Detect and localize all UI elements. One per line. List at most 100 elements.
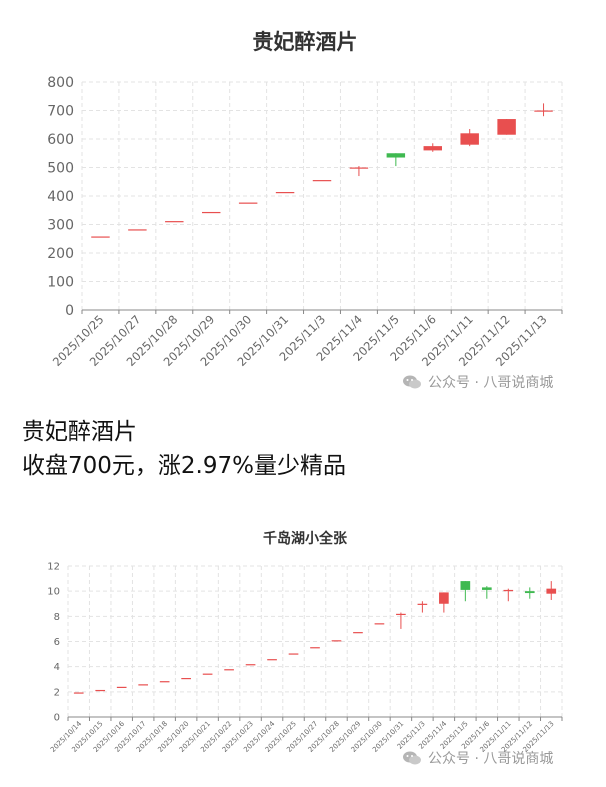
y-tick-label: 800 [47,75,74,91]
candle-body [91,236,110,238]
chart-title: 千岛湖小全张 [263,530,348,547]
candle [481,586,492,599]
candle [95,689,106,692]
candle [238,202,258,204]
candle-body [128,229,147,231]
candle-body [386,153,406,158]
chart-panel-2: 千岛湖小全张 0 2 4 6 8 10 12 2025/10/14 2025/10/15 2025/… [0,510,606,787]
candle [224,669,234,671]
candle [138,684,149,686]
candle-body [288,653,299,655]
candle-body [439,592,449,604]
y-tick-label: 200 [47,246,74,262]
candle [503,588,514,602]
candle-body [245,664,256,666]
candle [91,236,110,238]
candle [202,673,213,675]
chart-title: 贵妃醉酒片 [253,30,358,54]
candle [386,153,406,167]
y-tick-label: 300 [47,217,74,233]
y-tick-label: 100 [47,274,74,290]
y-tick-label: 10 [47,587,60,598]
candle [417,601,428,613]
candlestick-chart-2: 千岛湖小全张0246810122025/10/142025/10/152025/… [47,530,563,754]
y-tick-label: 500 [47,160,74,176]
candle [534,103,553,117]
candle [353,632,363,634]
candle-body [481,587,492,590]
y-tick-label: 0 [65,303,74,319]
candle-body [275,192,295,194]
y-tick-label: 700 [47,103,74,119]
candle [288,653,299,655]
candle [267,659,277,661]
candle-body [546,588,557,594]
y-tick-label: 400 [47,189,74,205]
watermark-2: 公众号 · 八哥说商城 [402,748,553,768]
candle-body [310,647,320,649]
candle-body [202,211,221,214]
candle-body [73,692,84,694]
candle [310,647,320,649]
candle-body [159,681,170,683]
y-tick-label: 6 [54,637,60,648]
y-tick-label: 8 [54,612,60,623]
candle [460,129,479,147]
candle-body [374,623,385,625]
watermark-text: 公众号 · 八哥说商城 [428,375,554,391]
y-tick-label: 0 [54,713,60,724]
candle-body [202,673,213,675]
candle-body [238,202,258,204]
candle [202,211,221,214]
candle [460,581,471,602]
candle-body [417,603,428,605]
y-tick-label: 12 [47,562,60,573]
candle [116,686,127,688]
caption-price-note: 收盘700元，涨2.97%量少精品 [22,453,346,479]
candle-body [353,632,363,634]
candle [546,581,557,600]
candle-body [116,686,127,688]
candle-body [95,689,106,692]
candle-body [396,613,406,616]
candle-body [423,146,442,151]
candle [128,229,147,231]
watermark-1: 公众号 · 八哥说商城 [402,372,553,392]
chart-panel-1: 贵妃醉酒片 0 100 200 300 400 500 600 700 800 2025/10/25… [47,30,563,392]
y-tick-label: 600 [47,132,74,148]
candle [181,677,191,680]
candle-body [165,221,184,223]
candle-body [224,669,234,671]
candle [275,192,295,194]
watermark-text: 公众号 · 八哥说商城 [428,751,554,767]
caption: 贵妃醉酒片 收盘700元，涨2.97%量少精品 [22,415,346,483]
candle [439,592,449,613]
candle [497,119,516,135]
candle-body [181,677,191,680]
candle-body [497,119,516,135]
y-tick-label: 4 [54,662,60,673]
candle [312,180,332,182]
candle-body [349,167,369,169]
candle [73,692,84,694]
caption-product: 贵妃醉酒片 [22,419,137,445]
candle [349,166,369,177]
candle [165,221,184,223]
candle [245,664,256,666]
candle-body [267,659,277,661]
y-tick-label: 2 [54,687,60,698]
wechat-icon [403,751,421,765]
candle [374,623,385,625]
candle [524,587,535,599]
candle-body [331,640,342,642]
candle [423,143,442,152]
candle-body [138,684,149,686]
candle-body [312,180,332,182]
candle [159,681,170,683]
candle-body [534,110,553,112]
candle [331,640,342,642]
wechat-icon [403,375,421,389]
candle [396,612,406,629]
candle-body [524,591,535,594]
candle-body [460,581,471,590]
